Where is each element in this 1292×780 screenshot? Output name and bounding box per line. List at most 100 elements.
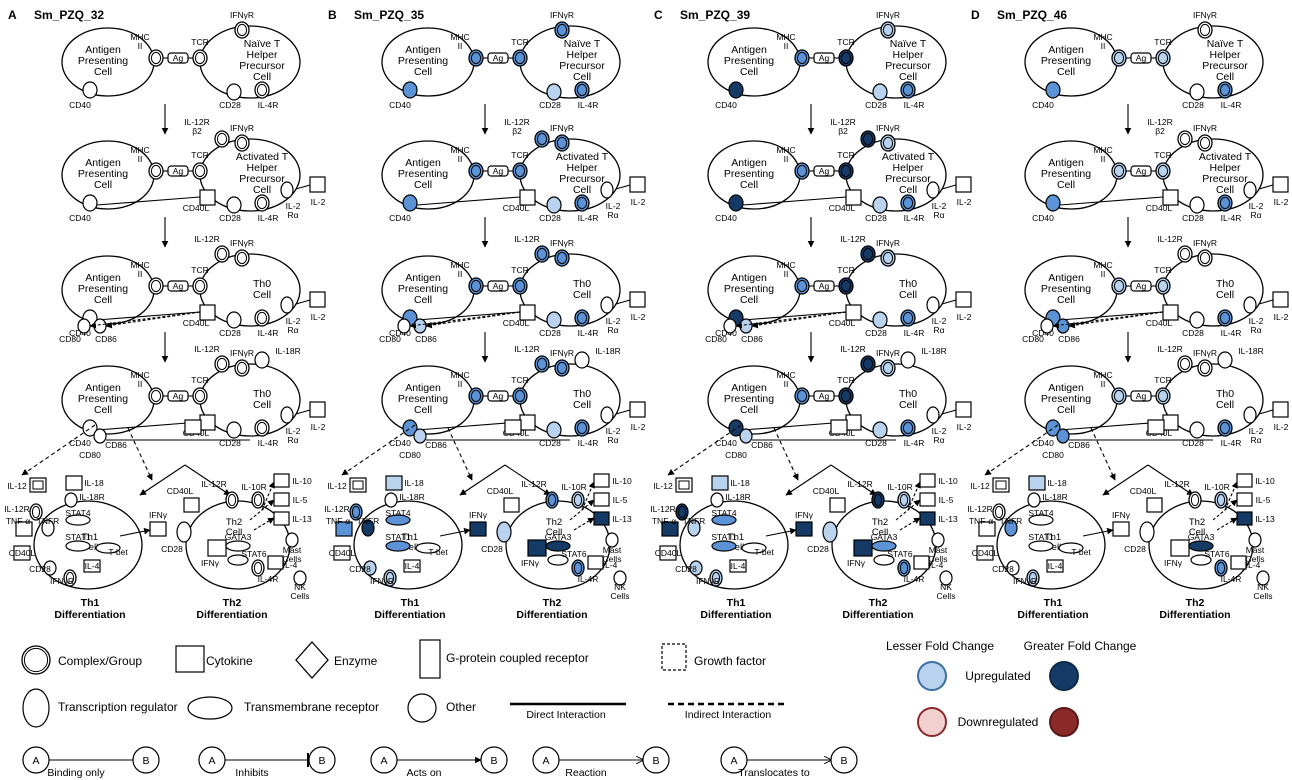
t-cell-label-line: Activated T bbox=[236, 151, 289, 163]
tnfr-receptor bbox=[1004, 519, 1018, 537]
legend-other-icon bbox=[407, 693, 437, 723]
t-cell-label-line: Th0 bbox=[253, 278, 271, 290]
il2ra-label: IL-2Rα bbox=[1249, 201, 1264, 220]
legend-upregulated-label: Upregulated bbox=[965, 669, 1030, 683]
t-cell-label-line: Precursor bbox=[885, 60, 931, 72]
cd28-receptor bbox=[363, 560, 377, 576]
th2-il10-arrow bbox=[1224, 481, 1238, 511]
legend-complex-icon-outer bbox=[21, 645, 51, 675]
th2-cd28-receptor bbox=[176, 521, 192, 543]
tcr-complex-inner bbox=[514, 164, 526, 178]
ifngr-label: IFNγR bbox=[230, 123, 254, 133]
il2ra-receptor bbox=[926, 406, 940, 424]
th2-ifng-box bbox=[853, 539, 873, 557]
il4r-label: IL-4R bbox=[258, 213, 279, 223]
il2-label: IL-2 bbox=[631, 197, 646, 207]
th2-cell-label-line: Th2 bbox=[1189, 517, 1205, 528]
legend-relation-reaction: A B Reaction bbox=[532, 746, 670, 779]
il4r-complex-inner bbox=[1219, 311, 1231, 325]
il2ra-label-line: IL-2 bbox=[286, 201, 301, 211]
legend-up-dark-icon bbox=[1049, 661, 1079, 691]
tbet-factor bbox=[95, 542, 121, 554]
ag-label: Ag bbox=[1136, 391, 1147, 401]
legend-relation-binding: A B Binding only bbox=[22, 746, 160, 779]
ifngr-complex bbox=[554, 249, 570, 267]
cd28-label: CD28 bbox=[29, 564, 51, 574]
stat1-label: STAT1 bbox=[385, 532, 410, 542]
il2ra-label-line: IL-2 bbox=[1249, 316, 1264, 326]
t-cell-label-line: Helper bbox=[567, 162, 598, 174]
cd86-label: CD86 bbox=[1058, 334, 1080, 344]
t-cell-label-line: Th0 bbox=[253, 388, 271, 400]
il12r-label: IL-12R bbox=[324, 504, 350, 514]
ifng-box bbox=[1112, 521, 1130, 537]
stage-row-3: AntigenPresentingCellTh0CellMHCIIAgTCRIF… bbox=[705, 234, 972, 363]
il10r-complex bbox=[1214, 491, 1228, 509]
il2ra-label: IL-2Rα bbox=[286, 426, 301, 445]
cd80-receptor bbox=[77, 318, 91, 334]
th2-il10-arrow bbox=[581, 481, 595, 511]
tcr-complex bbox=[838, 49, 854, 67]
th2-il4r-complex bbox=[571, 559, 585, 577]
apc-label-line: Antigen bbox=[1048, 44, 1084, 56]
il12r-complex bbox=[675, 503, 689, 521]
legend-transcription-icon bbox=[22, 688, 50, 728]
ag-label: Ag bbox=[173, 166, 184, 176]
il4r-complex bbox=[900, 194, 916, 212]
mhc-ii-complex-inner bbox=[796, 279, 808, 293]
il12r-complex-inner bbox=[677, 505, 687, 519]
th2-il12r-complex bbox=[225, 491, 239, 509]
il12r-label: IL-12R bbox=[194, 234, 220, 244]
t-cell-label-line: Th0 bbox=[899, 278, 917, 290]
mhc-ii-complex bbox=[468, 277, 484, 295]
il4-label: IL-4 bbox=[85, 561, 100, 571]
tcr-complex bbox=[838, 387, 854, 405]
cd28-label: CD28 bbox=[1182, 213, 1204, 223]
il10r-complex-inner bbox=[573, 493, 583, 507]
il2ra-label-line: Rα bbox=[933, 435, 944, 445]
panel-letter: D bbox=[971, 8, 980, 22]
th2-differentiation-label-line: Th2 bbox=[1186, 597, 1205, 609]
tcr-complex bbox=[838, 277, 854, 295]
th2-il12r-complex-inner bbox=[227, 493, 237, 507]
cd40-cd40l-binding bbox=[742, 421, 847, 431]
mhc-ii-complex-inner bbox=[1113, 51, 1125, 65]
tcr-label: TCR bbox=[511, 265, 528, 275]
cd86-label: CD86 bbox=[425, 440, 447, 450]
t-cell-label-line: Cell bbox=[253, 289, 271, 301]
il12r-label: IL-12R bbox=[1157, 234, 1183, 244]
tcr-label: TCR bbox=[191, 375, 208, 385]
t-cell-label-line: Naïve T bbox=[890, 38, 927, 50]
mhc-ii-complex-inner bbox=[1113, 164, 1125, 178]
cd40l-label: CD40L bbox=[829, 203, 856, 213]
gata3-label: GATA3 bbox=[871, 532, 898, 542]
cd28-label: CD28 bbox=[1182, 100, 1204, 110]
il2-binding bbox=[615, 184, 631, 190]
stat6-label: STAT6 bbox=[887, 549, 912, 559]
mhc-ii-complex-inner bbox=[470, 279, 482, 293]
il2ra-receptor bbox=[600, 406, 614, 424]
il2-label: IL-2 bbox=[957, 422, 972, 432]
legend-greater-label: Greater Fold Change bbox=[1024, 639, 1137, 653]
il10r-complex-inner bbox=[253, 493, 263, 507]
cd40-cd40l-binding bbox=[742, 311, 847, 321]
mast-cells-label-line: Cells bbox=[929, 554, 948, 564]
t-cell-label-line: Helper bbox=[893, 49, 924, 61]
mhc-label-line: II bbox=[138, 41, 143, 51]
th2-ifng-box bbox=[527, 539, 547, 557]
il5-label: IL-5 bbox=[293, 495, 308, 505]
mast-cells bbox=[605, 532, 619, 548]
th2-il12r-label: IL-12R bbox=[521, 479, 547, 489]
cd40-receptor bbox=[728, 81, 744, 99]
th2-cd40l-box bbox=[503, 497, 520, 513]
il12r-complex-inner bbox=[994, 505, 1004, 519]
